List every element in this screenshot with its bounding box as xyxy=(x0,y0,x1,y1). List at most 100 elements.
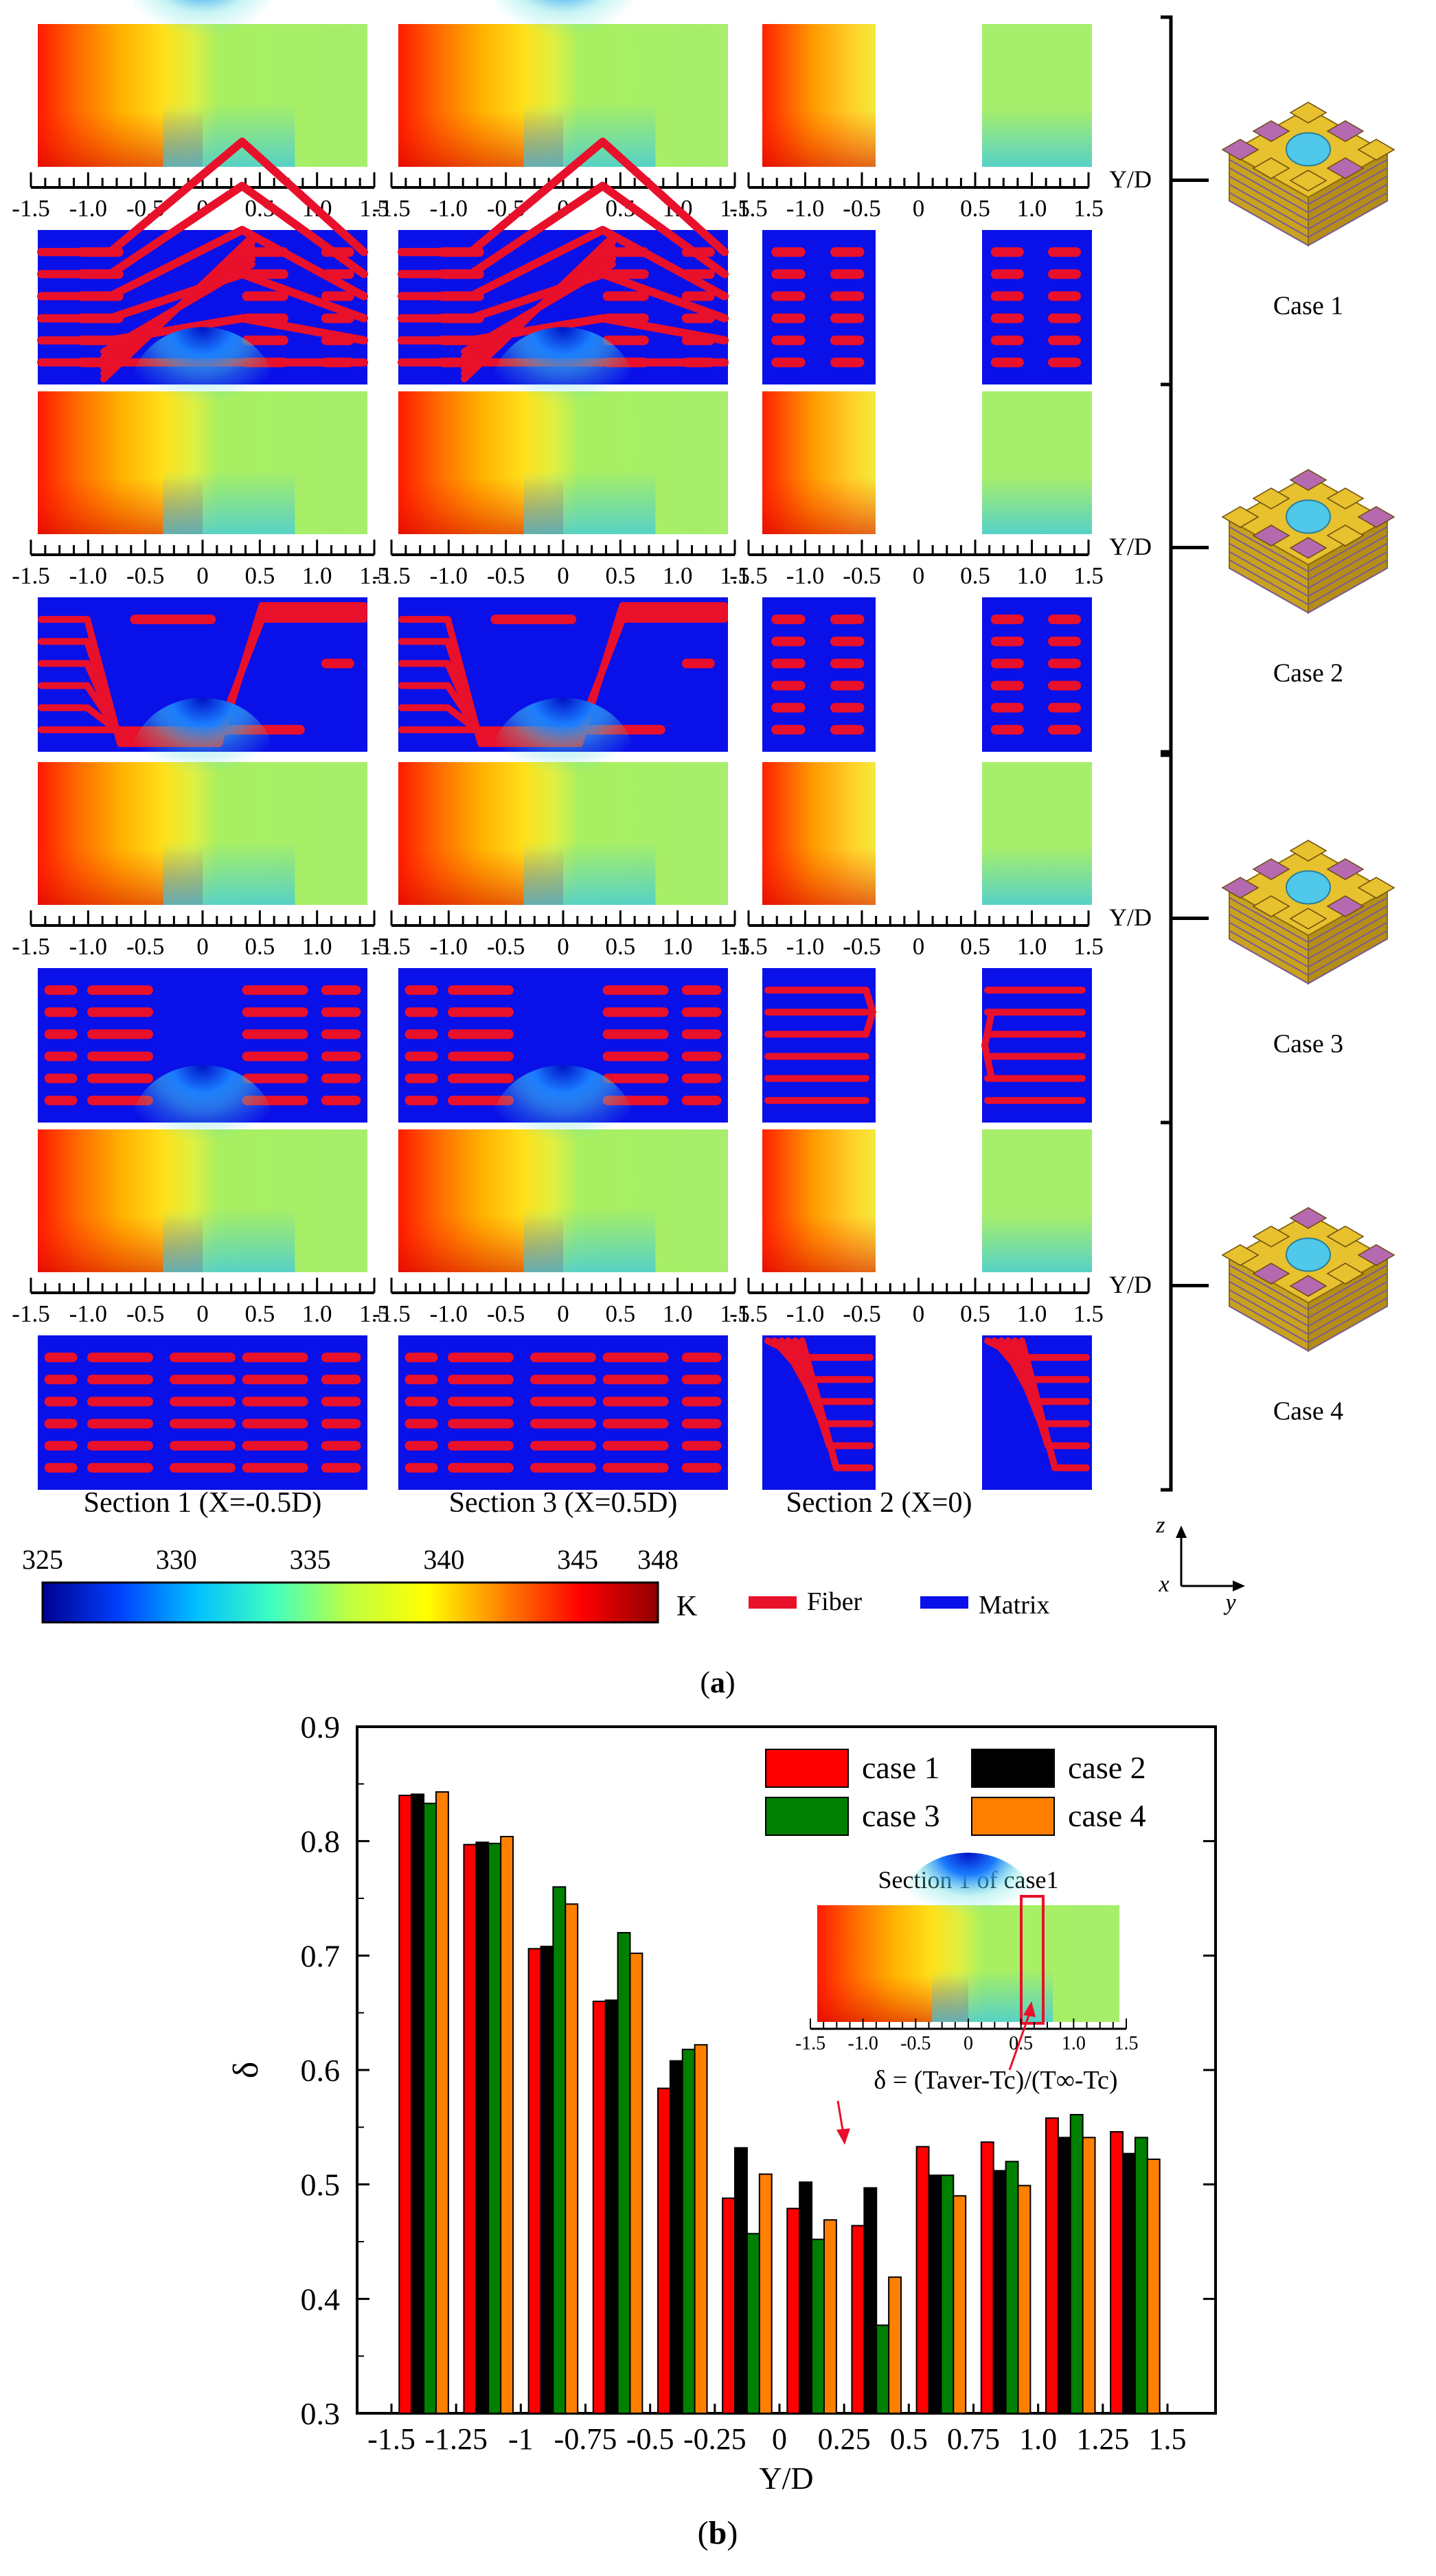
temperature-map xyxy=(762,1129,876,1272)
section-axis: -1.5 -1.0 -0.5 0 0.5 1.0 1.5 xyxy=(729,540,1104,589)
model-block xyxy=(1221,877,1260,899)
axis-tick-label: -1.0 xyxy=(430,562,468,589)
fiber-tow xyxy=(170,1418,236,1429)
model-layer-line xyxy=(1229,930,1309,976)
fiber-tow xyxy=(530,1440,596,1451)
fiber-tow xyxy=(398,314,729,345)
axis-tick-label: -1.5 xyxy=(372,562,410,589)
fiber-tow xyxy=(398,226,729,301)
bar-case-2 xyxy=(1057,2137,1071,2414)
fiber-tow xyxy=(461,261,616,355)
fiber-tow xyxy=(830,269,865,279)
x-tick-label: -0.25 xyxy=(683,2422,747,2456)
temperature-map xyxy=(38,327,367,534)
model-layer-line xyxy=(1229,1280,1309,1327)
fiber-tow xyxy=(87,1462,153,1473)
model-layer-line xyxy=(1308,559,1388,606)
axis-title: Y/D xyxy=(1109,1271,1152,1298)
colorbar xyxy=(41,1581,659,1624)
bar-case-2 xyxy=(669,2060,683,2415)
fiber-section xyxy=(982,1335,1092,1490)
fiber-tow xyxy=(771,357,806,367)
axis-tick-label: 0.5 xyxy=(605,933,635,960)
bar-case-4 xyxy=(888,2276,902,2415)
model-layer-line xyxy=(1229,167,1309,214)
fiber-tow xyxy=(37,314,368,345)
bar-case-1 xyxy=(1045,2117,1059,2414)
model-layer-line xyxy=(1229,905,1309,952)
model-layer-line xyxy=(1308,921,1388,968)
axis-tick-label: 0 xyxy=(196,1300,209,1327)
fiber-tow xyxy=(44,1375,78,1385)
axis-tick-label: -1.0 xyxy=(786,195,824,222)
fiber-tow xyxy=(681,1051,722,1061)
bar-case-3 xyxy=(552,1886,567,2414)
bar-case-1 xyxy=(1110,2131,1124,2414)
model-layer-line xyxy=(1308,534,1388,581)
model-block xyxy=(1357,877,1395,899)
fiber-tow xyxy=(242,1396,308,1407)
x-tick-label: 0.5 xyxy=(890,2422,928,2456)
model-block xyxy=(1252,120,1290,142)
axis-tick-label: -0.5 xyxy=(843,933,880,960)
x-tick-label: 0.25 xyxy=(818,2422,871,2456)
fiber-tow xyxy=(404,1440,438,1451)
fiber-tow xyxy=(87,1051,153,1061)
axis-tick-label: 1.0 xyxy=(302,933,332,960)
model-cooling-hole xyxy=(1286,132,1331,167)
fiber-tow xyxy=(771,269,806,279)
y-tick-label: 0.8 xyxy=(301,1824,341,1859)
fiber-tow xyxy=(242,335,288,345)
bar-pointer-arrow xyxy=(836,2100,845,2135)
fiber-tow xyxy=(87,1375,153,1385)
model-layer-line xyxy=(1308,159,1388,205)
coolant-jet xyxy=(490,327,636,456)
model-block xyxy=(1289,469,1327,491)
axis-tick-label: 0.5 xyxy=(244,933,275,960)
temperature-cold-zone xyxy=(163,470,295,534)
fiber-tow xyxy=(530,1396,596,1407)
fiber-tow xyxy=(321,335,354,345)
bar-case-3 xyxy=(1005,2161,1019,2414)
fiber-tow xyxy=(530,1418,596,1429)
bar-case-4 xyxy=(953,2195,967,2414)
bar-case-2 xyxy=(863,2187,878,2415)
inset-tick-label: -1.5 xyxy=(795,2033,825,2054)
coolant-jet xyxy=(130,698,275,827)
fiber-tow xyxy=(1048,357,1081,367)
fiber-tow xyxy=(830,291,865,301)
temperature-hot-zone xyxy=(762,762,876,905)
fiber-tow xyxy=(87,1353,153,1363)
composite-model-3 xyxy=(1221,1207,1395,1353)
temperature-map xyxy=(398,0,728,167)
x-tick-label: 1.0 xyxy=(1019,2422,1057,2456)
section-axis: -1.5 -1.0 -0.5 0 0.5 1.0 1.5 xyxy=(372,1278,750,1327)
fiber-section xyxy=(762,230,876,384)
fiber-tow xyxy=(242,1440,308,1451)
x-tick-label: -0.75 xyxy=(554,2422,617,2456)
model-layer-line xyxy=(1229,1305,1309,1352)
axis-tick-label: 0.5 xyxy=(605,562,635,589)
section-axis: -1.5 -1.0 -0.5 0 0.5 1.0 1.5 xyxy=(12,910,389,960)
fiber-tow xyxy=(771,724,806,735)
bar-case-4 xyxy=(565,1903,579,2414)
inset-axis: -1.5 -1.0 -0.5 0 0.5 1.0 1.5 xyxy=(795,2019,1139,2054)
fiber-tow xyxy=(321,1353,361,1363)
bar-case-3 xyxy=(746,2233,760,2414)
axis-tick-label: -1.5 xyxy=(12,562,49,589)
fiber-tow xyxy=(681,1396,722,1407)
inset-highlight-box xyxy=(1020,1895,1045,2025)
bar-case-4 xyxy=(1082,2137,1096,2414)
temperature-hot-zone xyxy=(762,391,876,534)
fiber-tow xyxy=(681,1462,722,1473)
temperature-hot-zone xyxy=(762,1129,876,1272)
model-block xyxy=(1252,525,1290,547)
model-layer-line xyxy=(1229,567,1309,614)
x-tick-label: 0 xyxy=(772,2422,787,2456)
section-caption: Section 1 (X=-0.5D) xyxy=(84,1487,322,1519)
axis-tick-label: -1.0 xyxy=(69,195,107,222)
axis-tick-label: 1.5 xyxy=(359,562,389,589)
axis-tick-label: 1.5 xyxy=(720,933,750,960)
axis-tick-label: 1.5 xyxy=(1073,195,1104,222)
model-block xyxy=(1221,506,1260,528)
